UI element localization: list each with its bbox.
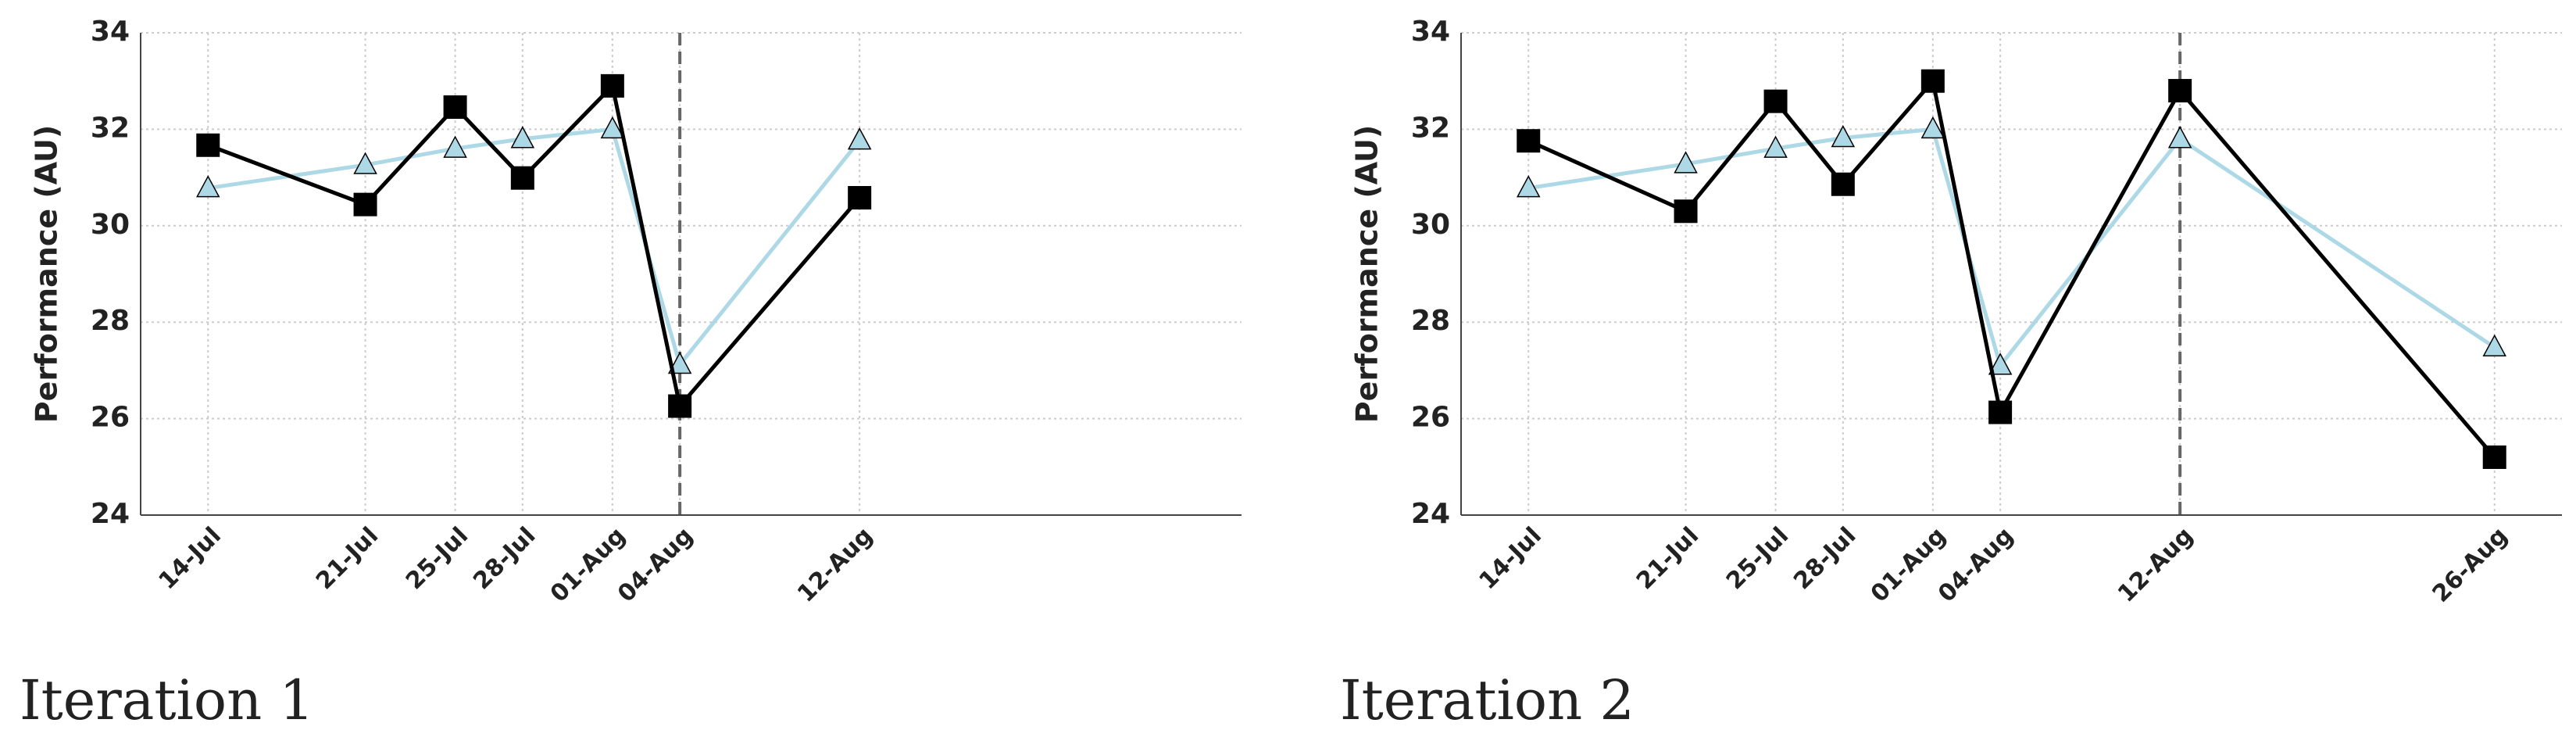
x-tick-label: 12-Aug bbox=[2113, 522, 2199, 608]
y-tick-label: 34 bbox=[91, 16, 130, 48]
square-marker bbox=[196, 133, 220, 157]
x-tick-label: 14-Jul bbox=[1474, 522, 1547, 595]
x-tick-label: 04-Aug bbox=[613, 522, 698, 608]
triangle-marker bbox=[1517, 175, 1541, 198]
series-line bbox=[1527, 77, 2496, 459]
x-tick-label: 21-Jul bbox=[1631, 522, 1704, 595]
square-marker bbox=[1763, 89, 1788, 113]
square-marker bbox=[353, 192, 377, 217]
triangle-marker bbox=[1763, 135, 1788, 158]
y-axis-label: Performance (AU) bbox=[1350, 125, 1384, 423]
x-tick-label: 26-Aug bbox=[2428, 522, 2513, 608]
x-tick-label: 14-Jul bbox=[154, 522, 227, 595]
square-marker bbox=[443, 95, 467, 120]
triangle-marker bbox=[2167, 126, 2192, 149]
triangle-marker bbox=[600, 116, 625, 139]
square-marker bbox=[2482, 445, 2506, 469]
y-tick-label: 28 bbox=[1411, 305, 1450, 337]
x-tick-label: 25-Jul bbox=[1721, 522, 1794, 595]
series-line bbox=[1527, 127, 2496, 370]
square-marker bbox=[510, 166, 534, 190]
x-tick-label: 28-Jul bbox=[1788, 522, 1861, 595]
square-marker bbox=[668, 394, 692, 418]
triangle-marker bbox=[353, 152, 377, 174]
triangle-marker bbox=[667, 351, 692, 374]
y-tick-label: 28 bbox=[91, 305, 130, 337]
y-tick-label: 34 bbox=[1411, 16, 1450, 48]
triangle-marker bbox=[1988, 353, 2013, 375]
triangle-marker bbox=[1674, 151, 1698, 174]
square-marker bbox=[1988, 400, 2013, 424]
y-tick-label: 32 bbox=[1411, 112, 1450, 144]
square-marker bbox=[1831, 172, 1855, 196]
triangle-marker bbox=[1920, 116, 1945, 139]
x-tick-label: 21-Jul bbox=[311, 522, 384, 595]
y-tick-label: 24 bbox=[91, 498, 130, 530]
triangle-marker bbox=[196, 175, 220, 198]
y-tick-label: 30 bbox=[91, 209, 130, 241]
y-tick-label: 24 bbox=[1411, 498, 1450, 530]
square-marker bbox=[2168, 79, 2192, 103]
series-line bbox=[207, 81, 862, 411]
y-tick-label: 26 bbox=[91, 402, 130, 434]
x-tick-label: 28-Jul bbox=[468, 522, 541, 595]
square-marker bbox=[600, 73, 624, 98]
x-tick-label: 12-Aug bbox=[792, 522, 878, 608]
triangle-marker bbox=[443, 135, 467, 158]
y-tick-label: 32 bbox=[91, 112, 130, 144]
triangle-marker bbox=[510, 126, 535, 149]
x-tick-label: 25-Jul bbox=[401, 522, 473, 595]
square-marker bbox=[1517, 129, 1541, 153]
triangle-marker bbox=[1831, 124, 1856, 148]
triangle-marker bbox=[847, 127, 872, 150]
y-axis-label: Performance (AU) bbox=[30, 125, 64, 423]
square-marker bbox=[848, 186, 872, 210]
x-tick-label: 04-Aug bbox=[1933, 522, 2019, 608]
caption: Iteration 1 bbox=[20, 668, 314, 732]
square-marker bbox=[1920, 69, 1945, 93]
y-tick-label: 30 bbox=[1411, 209, 1450, 241]
y-tick-label: 26 bbox=[1411, 402, 1450, 434]
square-marker bbox=[1674, 199, 1698, 224]
triangle-marker bbox=[2482, 334, 2506, 357]
caption: Iteration 2 bbox=[1340, 668, 1635, 732]
